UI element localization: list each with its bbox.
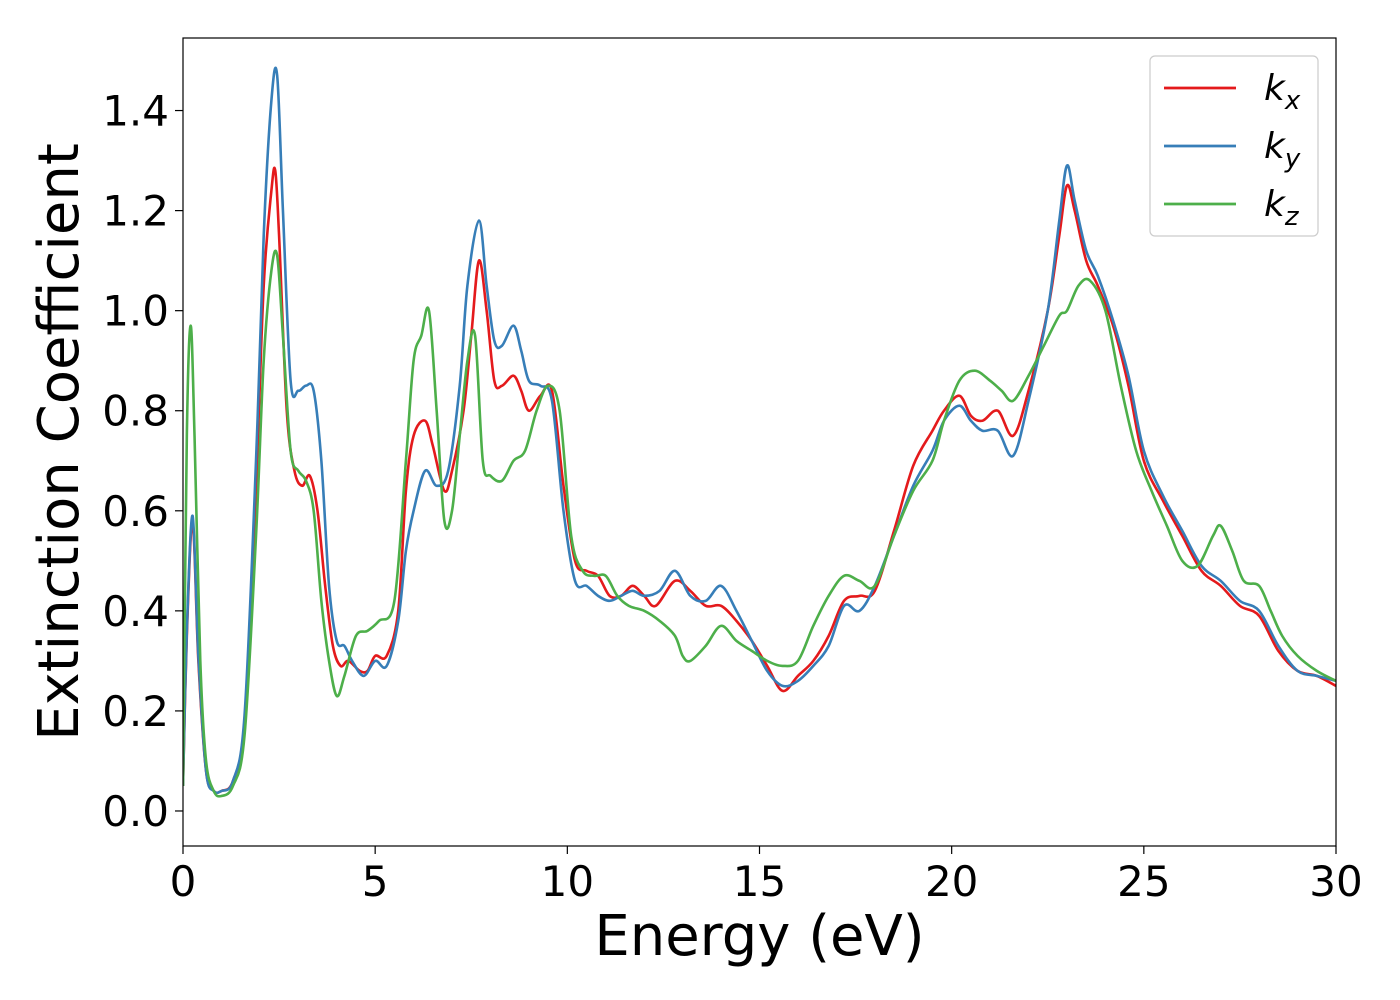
y-tick-label: 1.0 [102,287,169,336]
y-tick-label: 0.0 [102,787,169,836]
y-tick-label: 0.2 [102,687,169,736]
x-tick-label: 20 [925,857,978,906]
x-tick-label: 30 [1309,857,1362,906]
x-tick-label: 15 [733,857,786,906]
y-axis-title: Extinction Coefficient [27,143,92,741]
y-tick-label: 0.8 [102,387,169,436]
series-layer [183,66,1336,798]
legend-label-ky: ky [1264,126,1301,174]
y-axis: 0.0 0.2 0.4 0.6 0.8 1.0 1.2 1.4 [102,87,183,836]
legend-label-kx: kx [1264,68,1301,116]
y-tick-label: 1.4 [102,87,169,136]
x-tick-label: 0 [170,857,197,906]
x-axis-title: Energy (eV) [594,904,924,969]
legend-label-kz: kz [1264,184,1300,232]
series-line-ky [183,66,1336,795]
y-tick-label: 1.2 [102,187,169,236]
x-tick-label: 10 [541,857,594,906]
x-tick-label: 5 [362,857,389,906]
series-line-kz [183,249,1336,798]
y-tick-label: 0.6 [102,487,169,536]
x-axis: 0 5 10 15 20 25 30 [170,846,1363,906]
legend: kx ky kz [1149,55,1319,237]
series-line-kx [183,166,1336,795]
y-tick-label: 0.4 [102,587,169,636]
x-tick-label: 25 [1117,857,1170,906]
